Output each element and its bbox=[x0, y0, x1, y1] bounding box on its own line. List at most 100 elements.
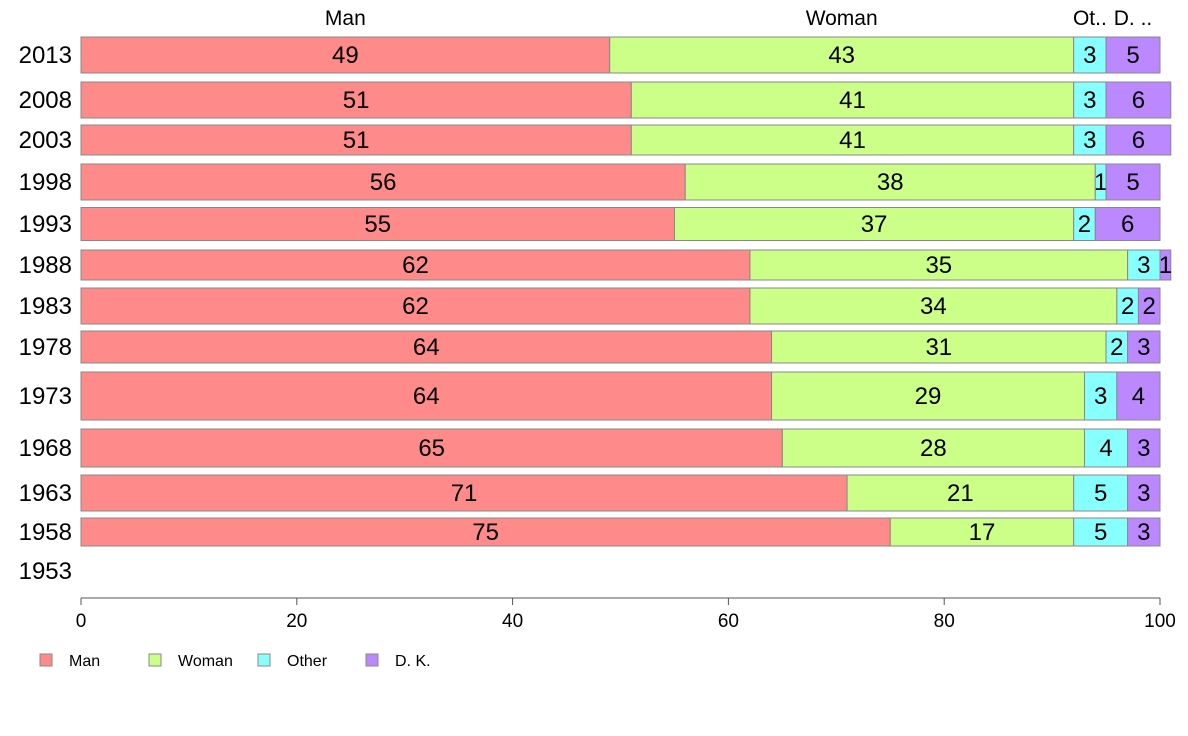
y-label-1998: 1998 bbox=[19, 169, 72, 196]
y-label-1983: 1983 bbox=[19, 293, 72, 320]
y-label-2013: 2013 bbox=[19, 42, 72, 69]
bar-2013-other bbox=[1073, 36, 1107, 74]
data-label-1993-man: 55 bbox=[364, 211, 391, 238]
bar-1973-dk bbox=[1116, 371, 1161, 421]
series-header-other: Ot.. bbox=[1073, 7, 1107, 30]
data-label-2008-man: 51 bbox=[343, 87, 370, 114]
x-tick-label-80: 80 bbox=[934, 611, 955, 632]
bar-2008-man bbox=[80, 81, 632, 119]
bar-2013-man bbox=[80, 36, 611, 74]
bar-1998-dk bbox=[1105, 163, 1161, 201]
data-label-1968-man: 65 bbox=[418, 435, 445, 462]
data-label-1998-woman: 38 bbox=[877, 169, 904, 196]
bar-1968-other bbox=[1083, 428, 1129, 468]
y-label-1978: 1978 bbox=[19, 334, 72, 361]
y-label-1968: 1968 bbox=[19, 435, 72, 462]
bar-1958-other bbox=[1073, 517, 1129, 547]
data-label-1958-other: 5 bbox=[1094, 519, 1107, 546]
data-label-1978-dk: 3 bbox=[1137, 334, 1150, 361]
bar-2008-dk bbox=[1105, 81, 1172, 119]
data-label-2013-woman: 43 bbox=[828, 42, 855, 69]
bar-1988-woman bbox=[749, 249, 1129, 281]
data-label-2008-woman: 41 bbox=[839, 87, 866, 114]
data-label-1978-other: 2 bbox=[1110, 334, 1123, 361]
data-label-1998-dk: 5 bbox=[1126, 169, 1139, 196]
data-label-1988-dk: 1 bbox=[1159, 252, 1172, 279]
legend-label-man: Man bbox=[69, 653, 100, 670]
data-label-1958-woman: 17 bbox=[969, 519, 996, 546]
bar-1983-dk bbox=[1137, 287, 1161, 325]
data-label-1963-woman: 21 bbox=[947, 480, 974, 507]
bar-1963-woman bbox=[846, 474, 1075, 512]
series-headers: Man Woman Ot.. D. .. bbox=[325, 7, 1152, 30]
data-label-1988-woman: 35 bbox=[925, 252, 952, 279]
x-tick-label-100: 100 bbox=[1144, 611, 1176, 632]
bar-1978-dk bbox=[1127, 330, 1161, 364]
y-label-2008: 2008 bbox=[19, 87, 72, 114]
data-label-2003-other: 3 bbox=[1083, 127, 1096, 154]
y-label-1993: 1993 bbox=[19, 211, 72, 238]
bar-2003-dk bbox=[1105, 124, 1172, 156]
bar-2008-other bbox=[1073, 81, 1107, 119]
data-label-2008-dk: 6 bbox=[1132, 87, 1145, 114]
data-label-2003-dk: 6 bbox=[1132, 127, 1145, 154]
bar-2013-woman bbox=[609, 36, 1075, 74]
bars: 49 43 3 551 41 3 651 41 3 656 38 1 555 37 2 662 35 3 162 34… bbox=[80, 36, 1172, 547]
bar-1973-other bbox=[1083, 371, 1118, 421]
series-header-woman: Woman bbox=[806, 7, 878, 30]
data-label-1983-man: 62 bbox=[402, 293, 429, 320]
data-label-1958-man: 75 bbox=[472, 519, 499, 546]
series-header-dk: D. .. bbox=[1114, 7, 1153, 30]
bar-1958-man bbox=[80, 517, 891, 547]
x-tick-label-0: 0 bbox=[76, 611, 87, 632]
legend-swatch-man bbox=[39, 653, 53, 667]
bar-1963-man bbox=[80, 474, 848, 512]
y-axis-labels: 2013 2008 2003 1998 1993 1988 1983 1978 1973 1968… bbox=[19, 42, 72, 585]
bar-1968-dk bbox=[1127, 428, 1161, 468]
data-label-1988-other: 3 bbox=[1137, 252, 1150, 279]
bar-1998-man bbox=[80, 163, 686, 201]
x-tick-label-20: 20 bbox=[286, 611, 307, 632]
y-label-1953: 1953 bbox=[19, 558, 72, 585]
bar-1998-woman bbox=[684, 163, 1096, 201]
bar-1988-man bbox=[80, 249, 751, 281]
bar-1983-woman bbox=[749, 287, 1118, 325]
data-label-2003-man: 51 bbox=[343, 127, 370, 154]
data-label-1993-other: 2 bbox=[1078, 211, 1091, 238]
data-label-1983-other: 2 bbox=[1121, 293, 1134, 320]
bar-1958-woman bbox=[889, 517, 1075, 547]
data-label-1998-man: 56 bbox=[370, 169, 397, 196]
bar-2003-woman bbox=[630, 124, 1075, 156]
legend-swatch-woman bbox=[148, 653, 162, 667]
x-tick-label-40: 40 bbox=[502, 611, 523, 632]
bar-1968-man bbox=[80, 428, 783, 468]
data-label-1968-woman: 28 bbox=[920, 435, 947, 462]
bar-1983-man bbox=[80, 287, 751, 325]
y-label-1988: 1988 bbox=[19, 252, 72, 279]
x-tick-label-60: 60 bbox=[718, 611, 739, 632]
data-label-1993-woman: 37 bbox=[861, 211, 888, 238]
bar-2013-dk bbox=[1105, 36, 1161, 74]
y-label-1958: 1958 bbox=[19, 519, 72, 546]
bar-2008-woman bbox=[630, 81, 1075, 119]
bar-1978-woman bbox=[771, 330, 1107, 364]
y-label-1963: 1963 bbox=[19, 480, 72, 507]
data-label-1988-man: 62 bbox=[402, 252, 429, 279]
data-label-1973-man: 64 bbox=[413, 383, 440, 410]
y-label-1973: 1973 bbox=[19, 383, 72, 410]
bar-2003-man bbox=[80, 124, 632, 156]
data-label-1998-other: 1 bbox=[1094, 169, 1107, 196]
bar-1988-dk bbox=[1159, 249, 1172, 281]
bar-1973-woman bbox=[771, 371, 1085, 421]
data-label-1973-dk: 4 bbox=[1132, 383, 1145, 410]
data-label-1973-other: 3 bbox=[1094, 383, 1107, 410]
bar-1968-woman bbox=[781, 428, 1085, 468]
data-label-1963-other: 5 bbox=[1094, 480, 1107, 507]
bar-1978-man bbox=[80, 330, 773, 364]
data-label-1983-woman: 34 bbox=[920, 293, 947, 320]
legend-swatch-dk bbox=[365, 653, 379, 667]
data-label-2013-other: 3 bbox=[1083, 42, 1096, 69]
data-label-1968-other: 4 bbox=[1099, 435, 1112, 462]
data-label-1973-woman: 29 bbox=[915, 383, 942, 410]
